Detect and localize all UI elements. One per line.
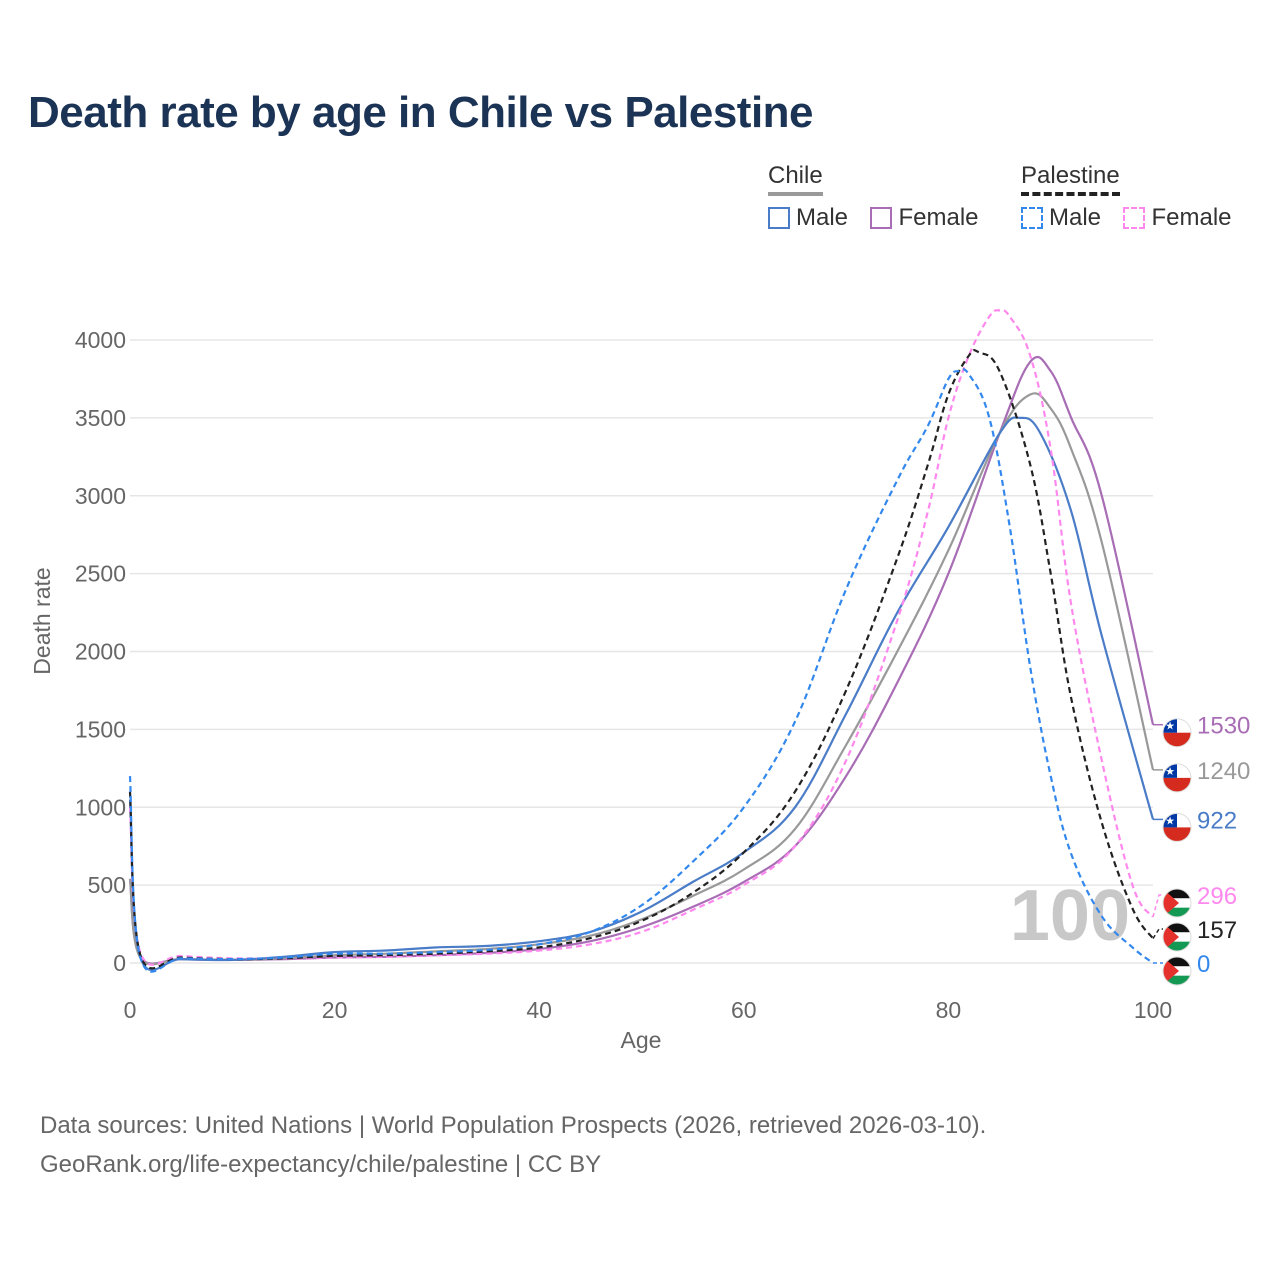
legend-palestine-label: Palestine — [1021, 162, 1120, 196]
grid-lines — [130, 339, 1153, 964]
y-tick-label: 2500 — [75, 561, 126, 587]
end-label-chile-male: ★ 922 — [1153, 807, 1237, 842]
end-value-label: 1240 — [1197, 758, 1250, 785]
legend-chile: Chile Male Female — [768, 162, 997, 234]
end-value-label: 1530 — [1197, 713, 1250, 740]
legend-palestine-female-label: Female — [1151, 204, 1232, 231]
x-tick-label: 40 — [526, 997, 552, 1023]
x-axis-label: Age — [621, 1027, 662, 1053]
y-tick-label: 2000 — [75, 639, 126, 665]
end-label-chile-female: ★ 1530 — [1153, 713, 1250, 748]
legend-chile-label: Chile — [768, 162, 823, 196]
legend-swatch-palestine-female — [1123, 207, 1146, 229]
x-tick-label: 60 — [731, 997, 757, 1023]
y-tick-label: 500 — [88, 872, 126, 898]
end-value-label: 296 — [1197, 883, 1237, 910]
y-tick-label: 0 — [113, 950, 126, 976]
end-value-label: 922 — [1197, 807, 1237, 834]
footer: Data sources: United Nations | World Pop… — [40, 1106, 986, 1184]
svg-text:★: ★ — [1165, 814, 1175, 827]
y-tick-label: 4000 — [75, 327, 126, 353]
legend-palestine-male[interactable]: Male — [1021, 204, 1101, 232]
legend-swatch-palestine-male — [1021, 207, 1043, 229]
legend-chile-male[interactable]: Male — [768, 204, 848, 232]
series-line-palestine-male[interactable] — [128, 368, 1154, 973]
y-tick-label: 3500 — [75, 405, 126, 431]
year-watermark: 100 — [1010, 876, 1130, 956]
y-tick-label: 3000 — [75, 483, 126, 509]
series-line-palestine-both[interactable] — [128, 349, 1154, 970]
x-tick-label: 80 — [936, 997, 962, 1023]
x-tick-label: 100 — [1134, 997, 1172, 1023]
series-line-chile-female[interactable] — [128, 356, 1155, 965]
end-label-palestine-both: 157 — [1152, 917, 1237, 952]
legend-chile-male-label: Male — [796, 204, 849, 231]
end-value-label: 157 — [1197, 917, 1237, 944]
svg-text:★: ★ — [1165, 720, 1175, 733]
footer-link[interactable]: GeoRank.org/life-expectancy/chile/palest… — [40, 1151, 602, 1178]
legend-chile-female-label: Female — [898, 204, 979, 231]
end-label-palestine-male: 0 — [1153, 951, 1210, 986]
svg-text:★: ★ — [1165, 765, 1175, 778]
legend-chile-female[interactable]: Female — [870, 204, 979, 232]
y-tick-label: 1500 — [75, 716, 126, 742]
end-label-palestine-female: 296 — [1152, 883, 1237, 918]
series-line-palestine-female[interactable] — [128, 309, 1154, 966]
chart-title: Death rate by age in Chile vs Palestine — [28, 88, 814, 137]
legend-swatch-chile-female — [870, 207, 893, 229]
y-tick-label: 1000 — [75, 794, 126, 820]
end-value-label: 0 — [1197, 951, 1210, 978]
legend-palestine-male-label: Male — [1049, 204, 1102, 231]
x-tick-label: 0 — [124, 997, 137, 1023]
series-lines — [128, 309, 1155, 973]
x-tick-labels: 0 20 40 60 80 100 — [124, 997, 1173, 1023]
y-tick-labels: 0 500 1000 1500 2000 2500 3000 3500 4000 — [75, 327, 126, 976]
end-label-chile-both: ★ 1240 — [1153, 758, 1250, 793]
y-axis-label: Death rate — [29, 567, 55, 674]
x-tick-label: 20 — [322, 997, 348, 1023]
footer-sources: Data sources: United Nations | World Pop… — [40, 1112, 987, 1139]
end-labels: ★ 1530 ★ 1240 ★ 922 296 157 0 — [1152, 713, 1250, 986]
series-line-chile-both[interactable] — [128, 392, 1155, 966]
series-line-chile-male[interactable] — [128, 416, 1155, 972]
legend-palestine-female[interactable]: Female — [1123, 204, 1232, 232]
legend-swatch-chile-male — [768, 207, 790, 229]
legend-palestine: Palestine Male Female — [1021, 162, 1250, 234]
